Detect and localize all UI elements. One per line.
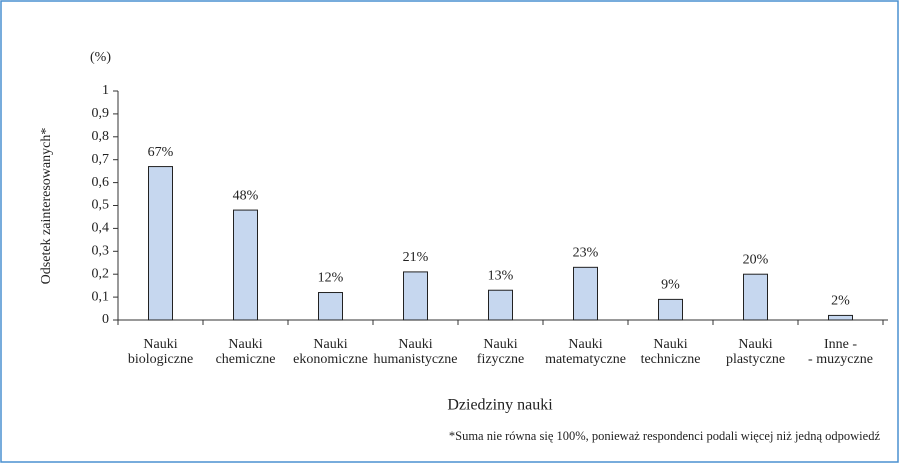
x-tick-label: Nauki [483,337,517,352]
y-tick-label: 1 [102,83,109,98]
y-axis-label: Odsetek zainteresowanych* [39,128,54,285]
unit-label: (%) [90,50,111,65]
value-label: 13% [488,268,514,283]
bar [573,266,598,321]
value-label: 23% [573,246,599,261]
bar [828,314,853,321]
x-tick-label: Nauki [653,337,687,352]
x-tick-label: humanistyczne [374,352,458,367]
y-tick-label: 0 [102,312,109,327]
value-label: 12% [318,271,344,286]
value-label: 21% [403,250,429,265]
x-tick-label: - muzyczne [808,352,873,367]
x-tick-label: plastyczne [726,352,785,367]
x-tick-label: Inne - [824,337,857,352]
bar [488,289,513,321]
y-tick-label: 0,5 [92,198,110,213]
x-tick-label: Nauki [568,337,602,352]
x-tick-label: fizyczne [477,352,524,367]
bar [318,292,343,321]
bar [743,273,768,321]
bar [658,298,683,321]
value-label: 20% [743,252,769,267]
x-tick-label: Nauki [398,337,432,352]
x-tick-label: Nauki [143,337,177,352]
x-tick-label: chemiczne [216,352,276,367]
x-tick-label: biologiczne [128,352,193,367]
value-label: 67% [148,145,174,160]
x-axis-label: Dziedziny nauki [447,397,553,414]
footnote: *Suma nie równa się 100%, ponieważ respo… [449,429,881,443]
x-tick-label: matematyczne [545,352,626,367]
bar [233,209,258,321]
x-tick-label: Nauki [313,337,347,352]
value-label: 9% [661,278,680,293]
y-tick-label: 0,3 [92,244,110,259]
y-tick-label: 0,8 [92,129,110,144]
x-tick-label: Nauki [228,337,262,352]
y-tick-label: 0,9 [92,106,110,121]
value-label: 48% [233,188,259,203]
x-tick-label: ekonomiczne [293,352,368,367]
bar [148,166,173,321]
x-tick-label: Nauki [738,337,772,352]
value-label: 2% [831,294,850,309]
y-tick-label: 0,7 [92,152,110,167]
y-tick-label: 0,4 [92,221,110,236]
y-tick-label: 0,1 [92,289,110,304]
y-tick-label: 0,2 [92,266,110,281]
bar [403,271,428,321]
x-tick-label: techniczne [641,352,701,367]
y-tick-label: 0,6 [92,175,110,190]
